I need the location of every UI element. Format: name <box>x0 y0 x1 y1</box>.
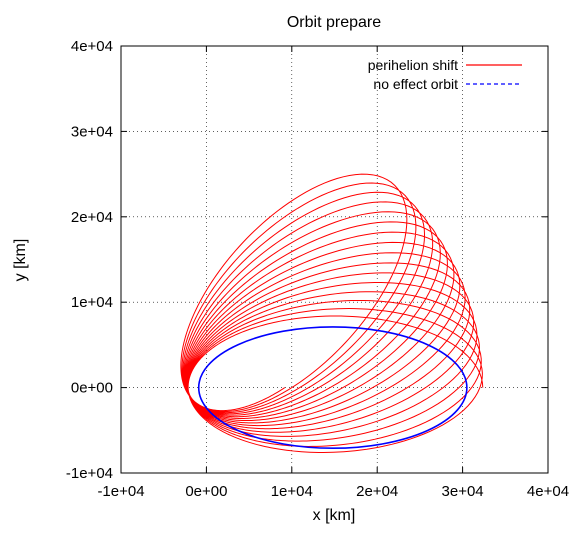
series-no-effect-orbit <box>197 326 468 450</box>
y-axis-ticks: -1e+04 0e+00 1e+04 2e+04 3e+04 4e+04 <box>66 38 548 482</box>
y-tick-label: 0e+00 <box>71 380 113 397</box>
x-axis-label: x [km] <box>313 507 356 524</box>
legend-label-no-effect-orbit: no effect orbit <box>373 76 458 92</box>
y-axis-label: y [km] <box>12 239 29 282</box>
x-tick-label: 4e+04 <box>527 483 569 500</box>
x-tick-label: -1e+04 <box>97 483 144 500</box>
x-tick-label: 1e+04 <box>271 483 313 500</box>
x-tick-label: 0e+00 <box>185 483 227 500</box>
y-tick-label: 4e+04 <box>71 38 113 55</box>
legend: perihelion shift no effect orbit <box>368 57 522 92</box>
legend-label-perihelion-shift: perihelion shift <box>368 57 458 73</box>
chart-title: Orbit prepare <box>287 14 381 31</box>
x-tick-label: 2e+04 <box>356 483 398 500</box>
y-tick-label: 1e+04 <box>71 294 113 311</box>
x-axis-ticks: -1e+04 0e+00 1e+04 2e+04 3e+04 4e+04 <box>97 46 569 500</box>
y-tick-label: -1e+04 <box>66 465 113 482</box>
plot-frame <box>120 45 549 474</box>
y-tick-label: 3e+04 <box>71 123 113 140</box>
series-perihelion-shift <box>180 173 484 453</box>
x-tick-label: 3e+04 <box>442 483 484 500</box>
grid-lines <box>121 46 548 473</box>
y-tick-label: 2e+04 <box>71 209 113 226</box>
plot-area <box>180 173 484 453</box>
